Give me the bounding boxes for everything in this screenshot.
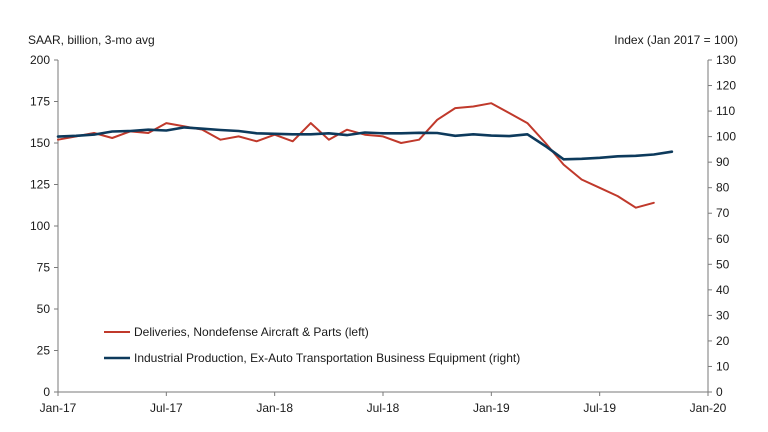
x-tick-label: Jan-17 [40,401,77,415]
right-tick-label: 30 [716,308,730,322]
right-axis-label: Index (Jan 2017 = 100) [614,33,738,47]
x-tick-label: Jul-19 [583,401,616,415]
right-tick-label: 110 [716,104,735,118]
legend: Deliveries, Nondefense Aircraft & Parts … [104,325,520,365]
right-tick-label: 10 [716,359,730,373]
left-axis-label: SAAR, billion, 3-mo avg [28,33,155,47]
legend-label-industrial-production: Industrial Production, Ex-Auto Transport… [134,351,520,365]
left-tick-label: 200 [30,53,50,67]
right-tick-label: 120 [716,79,736,93]
right-tick-label: 130 [716,53,736,67]
right-tick-label: 20 [716,334,730,348]
right-tick-label: 80 [716,181,730,195]
right-tick-label: 90 [716,155,730,169]
x-tick-label: Jan-19 [473,401,510,415]
left-tick-label: 25 [37,344,51,358]
left-tick-label: 0 [43,385,50,399]
series-line-deliveries [57,102,655,209]
right-tick-label: 60 [716,232,730,246]
axes: 0 25 50 75 100 125 150 175 200 0 10 20 30 40 50 60 70 80 9… [30,53,736,415]
left-tick-label: 50 [37,302,51,316]
x-tick-label: Jul-18 [367,401,400,415]
legend-label-deliveries: Deliveries, Nondefense Aircraft & Parts … [134,325,369,339]
right-tick-label: 50 [716,257,730,271]
left-tick-label: 100 [30,219,50,233]
x-tick-label: Jul-17 [150,401,183,415]
left-tick-label: 125 [30,178,50,192]
x-tick-label: Jan-20 [690,401,727,415]
right-tick-label: 0 [716,385,723,399]
series-lines [56,102,674,209]
right-tick-label: 70 [716,206,730,220]
left-tick-label: 150 [30,136,50,150]
left-tick-label: 175 [30,95,50,109]
x-tick-label: Jan-18 [256,401,293,415]
right-tick-label: 40 [716,283,730,297]
left-tick-label: 75 [37,261,51,275]
right-tick-label: 100 [716,130,736,144]
